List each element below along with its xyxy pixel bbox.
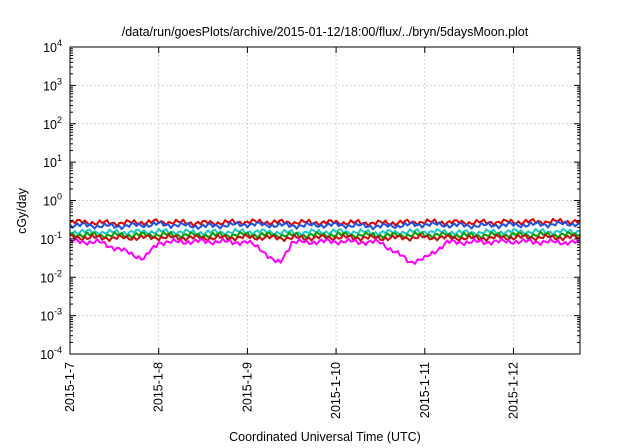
y-tick-label: 101 — [43, 153, 62, 170]
ticks — [69, 46, 580, 355]
x-axis-label: Coordinated Universal Time (UTC) — [229, 430, 421, 444]
x-tick-label: 2015-1-11 — [418, 362, 432, 418]
y-tick-base: 10 — [43, 156, 57, 170]
y-tick-label: 10-3 — [40, 307, 62, 324]
y-tick-base: 10 — [43, 118, 57, 132]
y-tick-base: 10 — [43, 195, 57, 209]
y-tick-exponent: 1 — [57, 153, 62, 163]
y-tick-exponent: -3 — [54, 307, 62, 317]
y-tick-label: 10-2 — [40, 268, 62, 285]
y-axis-label: cGy/day — [15, 187, 29, 234]
series-layer — [69, 217, 581, 265]
series-line — [69, 217, 581, 228]
grid — [70, 47, 580, 354]
y-tick-label: 103 — [43, 76, 62, 93]
y-tick-exponent: 4 — [57, 38, 62, 48]
y-tick-label: 10-1 — [40, 230, 62, 247]
chart-title: /data/run/goesPlots/archive/2015-01-12/1… — [122, 25, 529, 39]
y-tick-base: 10 — [40, 310, 54, 324]
y-tick-label: 102 — [43, 115, 62, 132]
y-tick-base: 10 — [40, 348, 54, 362]
x-tick-label: 2015-1-12 — [506, 362, 520, 419]
y-tick-exponent: -2 — [54, 268, 62, 278]
y-tick-exponent: 3 — [57, 76, 62, 86]
y-tick-exponent: -4 — [54, 345, 62, 355]
y-tick-base: 10 — [40, 271, 54, 285]
x-tick-labels: 2015-1-7 2015-1-8 2015-1-9 2015-1-10 2015-1-… — [63, 362, 520, 419]
series-line — [69, 220, 581, 231]
x-tick-label: 2015-1-9 — [240, 362, 254, 412]
series-line — [69, 237, 581, 265]
x-tick-label: 2015-1-10 — [329, 362, 343, 419]
y-tick-base: 10 — [43, 41, 57, 55]
y-tick-label: 104 — [43, 38, 62, 55]
x-tick-label: 2015-1-7 — [63, 362, 77, 412]
y-tick-base: 10 — [43, 79, 57, 93]
y-tick-label: 10-4 — [40, 345, 62, 362]
y-tick-base: 10 — [40, 233, 54, 247]
series-line — [69, 230, 581, 240]
y-tick-label: 100 — [43, 192, 62, 209]
y-tick-exponent: 0 — [57, 192, 62, 202]
series-line — [69, 233, 581, 243]
x-tick-label: 2015-1-8 — [152, 362, 166, 412]
y-tick-exponent: -1 — [54, 230, 62, 240]
series-line — [69, 227, 580, 237]
y-tick-exponent: 2 — [57, 115, 62, 125]
